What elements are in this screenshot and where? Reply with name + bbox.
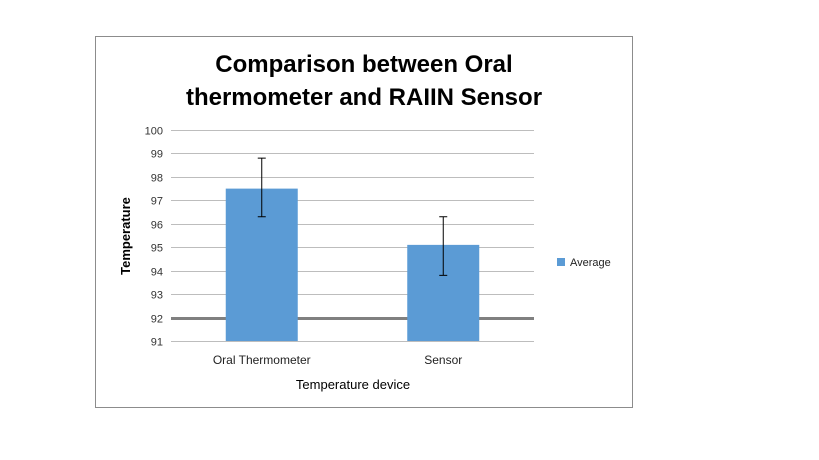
gridlines	[171, 130, 534, 342]
y-tick-label: 96	[151, 220, 163, 232]
legend-label: Average	[570, 257, 611, 269]
error-bars	[257, 157, 448, 276]
chart-title-line-1: Comparison between Oral	[215, 51, 513, 78]
y-tick-label: 98	[151, 173, 163, 185]
category-labels: Oral Thermometer Sensor	[213, 353, 462, 367]
y-tick-label: 95	[151, 243, 163, 255]
x-category-label: Sensor	[424, 353, 462, 367]
y-tick-label: 92	[151, 314, 163, 326]
y-axis-title: Temperature	[118, 197, 133, 275]
y-tick-label: 97	[151, 196, 163, 208]
x-category-label: Oral Thermometer	[213, 353, 311, 367]
chart-title: Comparison between Oral thermometer and …	[95, 48, 633, 114]
y-tick-labels: 91 92 93 94 95 96 97 98 99 100	[145, 126, 163, 349]
y-tick-label: 100	[145, 126, 163, 138]
legend: Average	[557, 257, 611, 269]
x-axis-title: Temperature device	[296, 377, 410, 392]
y-tick-label: 99	[151, 149, 163, 161]
chart-title-line-2: thermometer and RAIIN Sensor	[185, 84, 543, 111]
chart-frame	[95, 36, 633, 408]
y-tick-label: 94	[151, 267, 163, 279]
y-tick-label: 91	[151, 337, 163, 349]
legend-swatch	[557, 258, 565, 266]
y-tick-label: 93	[151, 290, 163, 302]
